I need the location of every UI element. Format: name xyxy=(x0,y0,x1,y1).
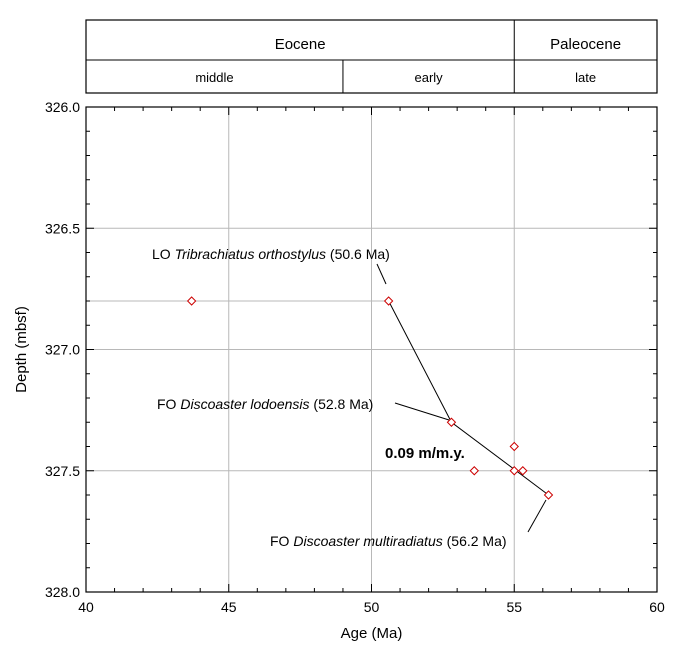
axis-ticks: 40 45 50 55 60 326.0 326.5 327.0 327.5 328.0 xyxy=(45,99,665,615)
subdivision-label: early xyxy=(415,70,444,85)
rate-label: 0.09 m/m.y. xyxy=(385,445,465,462)
annotation-leaders xyxy=(376,263,547,533)
data-point xyxy=(509,466,519,476)
datum-annotation: FO Discoaster lodoensis (52.8 Ma) xyxy=(157,396,373,412)
subdivision-label: middle xyxy=(195,70,233,85)
datum-annotation: FO Discoaster multiradiatus (56.2 Ma) xyxy=(270,533,507,549)
y-tick-label: 327.5 xyxy=(45,463,80,479)
annotations: LO Tribrachiatus orthostylus (50.6 Ma) FO… xyxy=(152,246,507,549)
data-point xyxy=(469,466,479,476)
timescale-header: Eocene Paleocene middle early late xyxy=(85,19,658,94)
annotation-leader xyxy=(527,499,547,533)
data-point xyxy=(446,417,457,427)
x-tick-label: 55 xyxy=(506,599,522,615)
y-tick-label: 327.0 xyxy=(45,342,80,358)
x-axis-label: Age (Ma) xyxy=(341,625,403,642)
x-tick-label: 50 xyxy=(364,599,380,615)
datum-points xyxy=(186,296,554,500)
epoch-label: Paleocene xyxy=(550,36,621,53)
subdivision-label: late xyxy=(575,70,596,85)
data-point xyxy=(186,296,197,306)
data-point xyxy=(543,490,554,500)
datum-annotation: LO Tribrachiatus orthostylus (50.6 Ma) xyxy=(152,246,390,262)
data-point xyxy=(509,441,519,452)
annotation-leader xyxy=(376,263,387,285)
sedimentation-rate-line xyxy=(388,300,549,496)
y-tick-label: 326.0 xyxy=(45,99,80,115)
y-tick-label: 328.0 xyxy=(45,584,80,600)
annotation-leader xyxy=(394,402,450,421)
grid xyxy=(86,107,657,592)
y-axis-label: Depth (mbsf) xyxy=(13,306,30,393)
x-tick-label: 60 xyxy=(649,599,665,615)
data-point xyxy=(518,466,528,476)
timescale-frame xyxy=(85,19,658,94)
x-tick-label: 45 xyxy=(221,599,237,615)
x-tick-label: 40 xyxy=(78,599,94,615)
y-tick-label: 326.5 xyxy=(45,220,80,236)
data-point xyxy=(383,296,394,306)
plot-frame xyxy=(85,106,658,593)
epoch-label: Eocene xyxy=(275,36,326,53)
